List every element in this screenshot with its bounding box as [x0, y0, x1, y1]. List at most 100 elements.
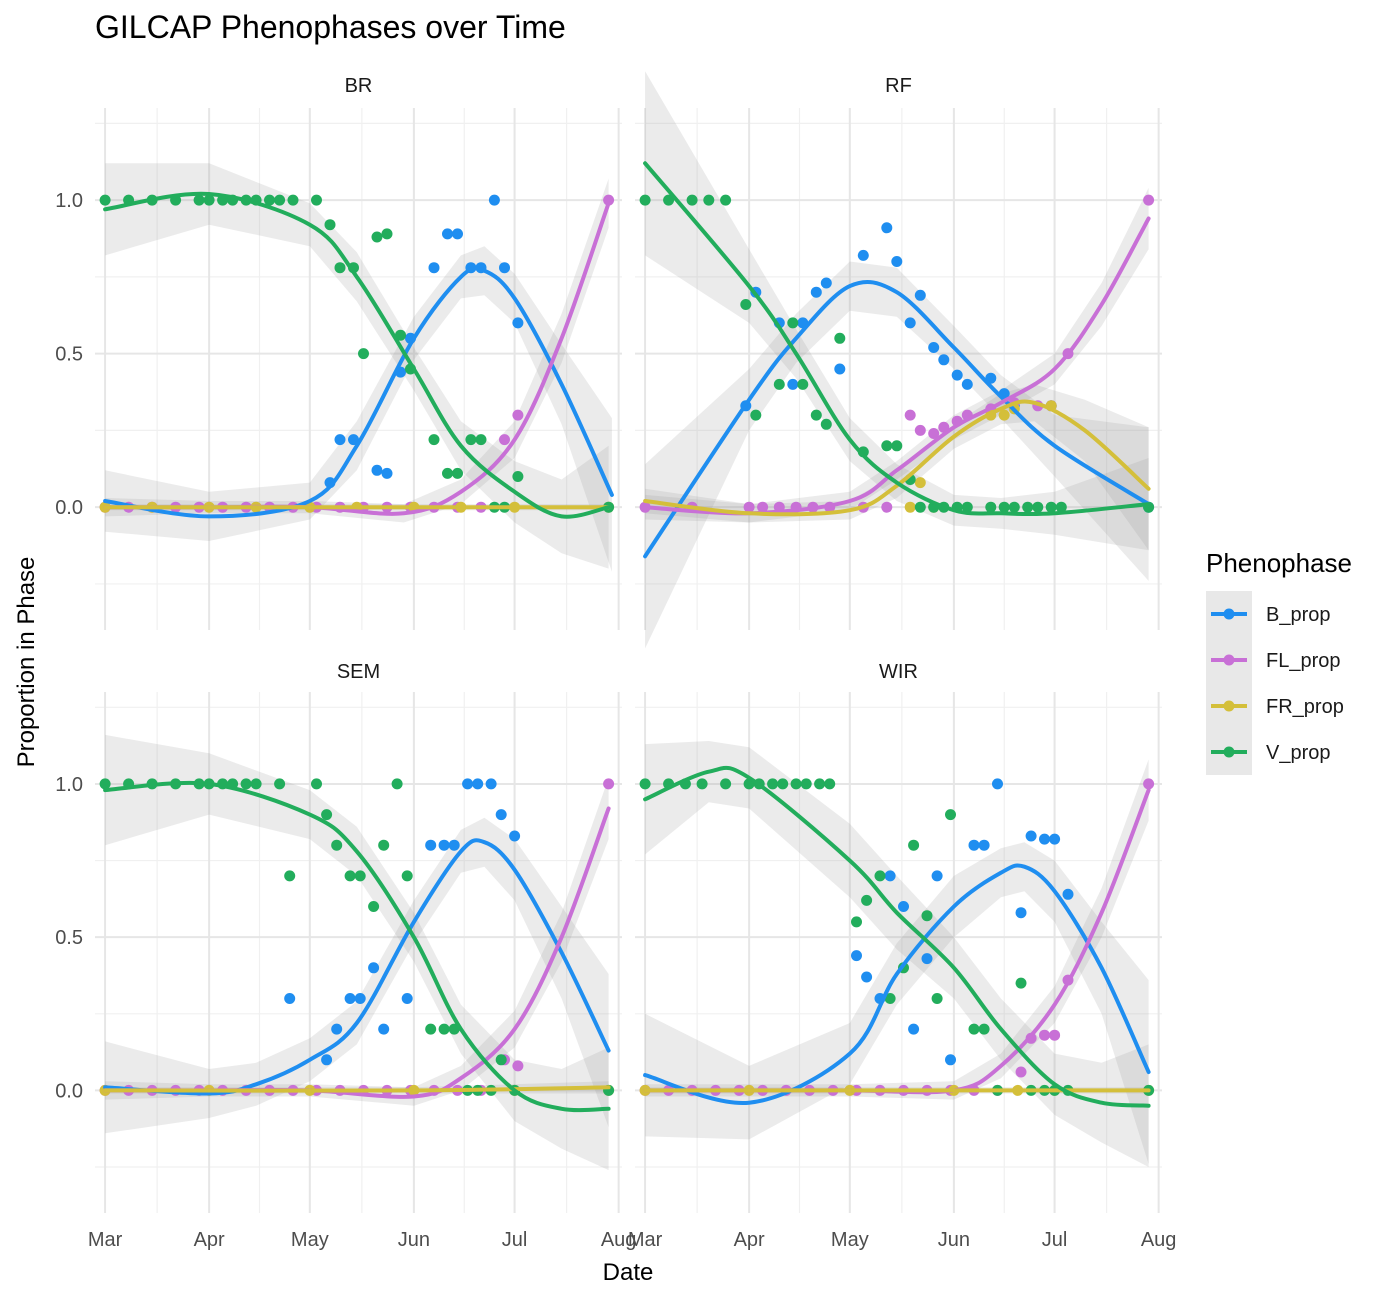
point-v-prop [824, 778, 836, 790]
point-v-prop [814, 778, 826, 790]
point-b-prop [452, 228, 463, 240]
point-v-prop [800, 778, 812, 790]
point-v-prop [274, 194, 286, 206]
point-b-prop [898, 901, 909, 912]
confidence-band-fr-prop [645, 384, 1149, 551]
x-tick-label: Apr [194, 1229, 225, 1251]
point-v-prop [264, 194, 275, 206]
x-tick-label: May [291, 1229, 329, 1251]
point-v-prop [740, 299, 752, 310]
point-b-prop [1062, 888, 1074, 900]
point-b-prop [834, 363, 846, 375]
point-b-prop [992, 778, 1003, 790]
fit-line-v-prop [103, 191, 611, 519]
point-v-prop [945, 809, 956, 821]
point-b-prop [284, 993, 296, 1004]
point-fl-prop [914, 424, 926, 436]
point-fl-prop [512, 409, 524, 421]
legend-label-b-prop: B_prop [1266, 604, 1331, 626]
point-b-prop [968, 839, 980, 851]
point-b-prop [904, 317, 916, 329]
point-v-prop [810, 409, 822, 421]
point-v-prop [378, 839, 390, 851]
point-v-prop [696, 778, 708, 790]
point-v-prop [998, 501, 1010, 513]
point-b-prop [1015, 907, 1027, 919]
y-tick-label: 1.0 [55, 774, 83, 796]
point-fl-prop [757, 501, 769, 513]
point-v-prop [961, 501, 973, 513]
point-v-prop [914, 501, 926, 513]
fit-line-fr-prop [643, 399, 1151, 517]
point-v-prop [790, 778, 802, 790]
point-b-prop [810, 286, 822, 298]
point-v-prop [777, 778, 789, 790]
point-v-prop [767, 778, 779, 790]
point-v-prop [874, 870, 886, 882]
y-tick-label: 1.0 [55, 190, 83, 212]
point-b-prop [891, 256, 903, 267]
point-fl-prop [1143, 194, 1155, 206]
point-v-prop [401, 870, 413, 882]
point-b-prop [857, 249, 869, 261]
point-v-prop [240, 778, 252, 790]
y-axis-title: Proportion in Phase [13, 557, 40, 768]
x-tick-label: Aug [601, 1229, 637, 1251]
point-b-prop [354, 993, 366, 1004]
legend-key-point-fl-prop [1223, 654, 1235, 666]
point-v-prop [391, 778, 403, 790]
point-b-prop [462, 778, 474, 790]
point-v-prop [99, 778, 111, 790]
point-v-prop [908, 839, 920, 851]
point-fl-prop [512, 1060, 524, 1072]
point-v-prop [968, 1023, 980, 1035]
facet-panels: BR 0.0 0.5 1.0 RF SEM 0.0 0.5 1.0 Mar Apr May Jun Jul… [55, 71, 1176, 1251]
point-b-prop [512, 317, 524, 329]
point-b-prop [348, 434, 359, 446]
point-v-prop [1015, 977, 1027, 989]
point-b-prop [448, 839, 460, 851]
panel-sem: SEM 0.0 0.5 1.0 Mar Apr May Jun Jul Aug [55, 661, 636, 1251]
point-b-prop [321, 1054, 333, 1066]
panel-wir: WIR Mar Apr May Jun Jul Aug [628, 661, 1177, 1251]
confidence-band-b-prop [645, 842, 1149, 1164]
point-v-prop [311, 778, 322, 790]
point-v-prop [703, 194, 715, 206]
point-v-prop [720, 778, 732, 790]
point-v-prop [1022, 501, 1034, 513]
confidence-band-b-prop [105, 817, 609, 1134]
point-b-prop [908, 1023, 920, 1035]
point-fl-prop [904, 409, 916, 421]
point-v-prop [425, 1023, 437, 1035]
point-fr-prop [904, 501, 916, 513]
x-tick-label: Aug [1141, 1229, 1177, 1251]
point-v-prop [428, 434, 440, 446]
legend-title: Phenophase [1206, 548, 1352, 578]
fit-line-b-prop [103, 266, 614, 519]
x-tick-label: Jul [1042, 1229, 1068, 1251]
point-v-prop [311, 194, 322, 206]
point-b-prop [881, 222, 893, 234]
point-b-prop [331, 1023, 343, 1035]
point-v-prop [720, 194, 732, 206]
point-v-prop [639, 194, 651, 206]
point-v-prop [495, 1054, 507, 1066]
x-tick-label: Jun [938, 1229, 970, 1251]
point-v-prop [371, 231, 383, 243]
strip-label-br: BR [345, 75, 373, 97]
point-b-prop [938, 354, 950, 366]
point-b-prop [344, 993, 356, 1004]
point-b-prop [931, 870, 943, 882]
confidence-band-v-prop [645, 71, 1149, 551]
fit-line-fr-prop [103, 1085, 611, 1093]
point-b-prop [368, 962, 380, 974]
point-b-prop [1025, 830, 1037, 842]
point-v-prop [884, 993, 896, 1004]
point-b-prop [438, 839, 450, 851]
point-b-prop [914, 289, 926, 301]
x-tick-label: Apr [734, 1229, 765, 1251]
point-b-prop [499, 262, 510, 274]
fit-line-v-prop [643, 765, 1151, 1108]
legend-label-v-prop: V_prop [1266, 742, 1331, 764]
x-axis-title: Date [603, 1259, 654, 1286]
